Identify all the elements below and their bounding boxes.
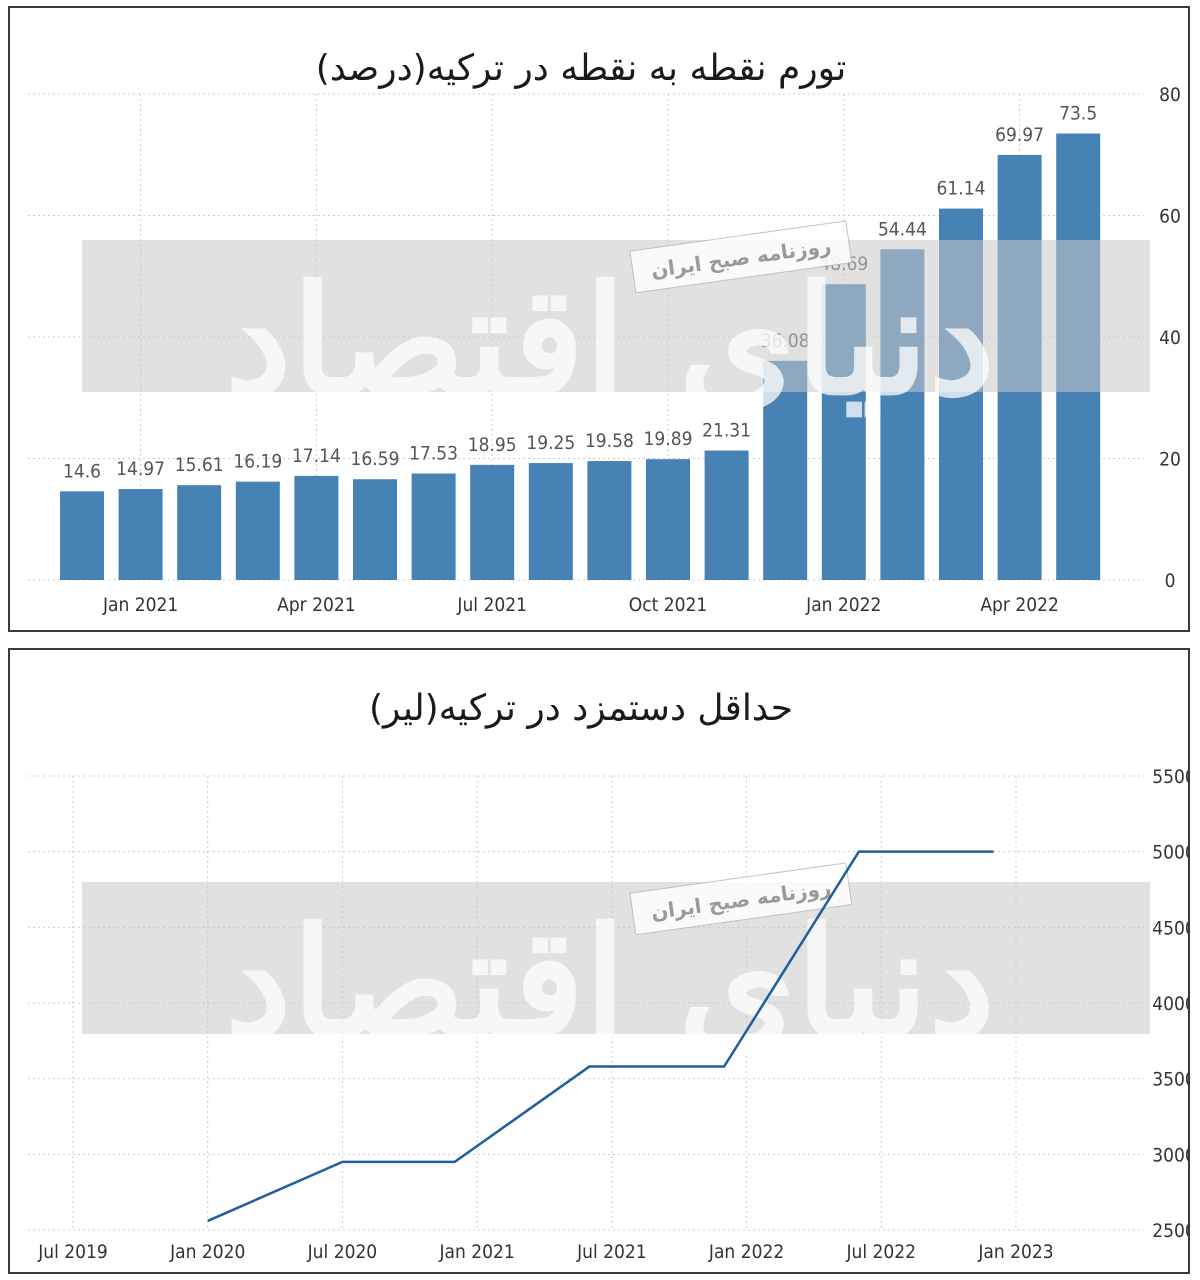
y-tick-label: 80: [1159, 84, 1181, 106]
x-tick-label: Apr 2021: [277, 594, 356, 616]
bar-value-label: 19.58: [585, 430, 634, 452]
bar-value-label: 17.14: [292, 445, 341, 467]
y-tick-label: 4000: [1152, 993, 1190, 1015]
bar-aug-2021: [528, 463, 573, 580]
x-tick-label: Jan 2020: [169, 1241, 245, 1263]
x-tick-label: Oct 2021: [629, 594, 707, 616]
bar-value-label: 61.14: [937, 178, 986, 200]
inflation-chart-title: تورم نقطه به نقطه در ترکیه(درصد): [315, 48, 847, 89]
x-tick-label: Jul 2021: [576, 1241, 647, 1263]
watermark-main-text: دنیای اقتصاد: [225, 253, 995, 429]
y-tick-label: 60: [1159, 206, 1181, 228]
bar-value-label: 19.25: [526, 432, 575, 454]
inflation-x-ticks: Jan 2021 Apr 2021 Jul 2021 Oct 2021 Jan 2022…: [102, 594, 1059, 616]
y-tick-label: 5500: [1152, 766, 1190, 788]
inflation-y-ticks: 0 20 40 60 80: [1159, 84, 1181, 592]
x-tick-label: Jul 2020: [307, 1241, 378, 1263]
bar-value-label: 69.97: [995, 124, 1044, 146]
bar-value-label: 54.44: [878, 218, 927, 240]
y-tick-label: 4500: [1152, 917, 1190, 939]
bar-value-label: 14.97: [116, 458, 165, 480]
x-tick-label: Jan 2022: [708, 1241, 784, 1263]
inflation-bar-chart: 14.6 14.97 15.61 16.19 17.14 16.59 17.53 18.95 1…: [28, 84, 1181, 616]
bar-dec-2020: [60, 491, 104, 580]
bar-value-label: 19.89: [644, 428, 693, 450]
bar-value-label: 14.6: [63, 460, 101, 482]
min-wage-y-ticks: 2500 3000 3500 4000 4500 5000 5500: [1152, 766, 1190, 1242]
y-tick-label: 5000: [1152, 842, 1190, 864]
bar-value-label: 17.53: [409, 443, 458, 465]
x-tick-label: Jan 2022: [805, 594, 881, 616]
bar-value-label: 16.19: [233, 451, 282, 473]
bar-value-label: 73.5: [1059, 102, 1097, 124]
x-tick-label: Jan 2023: [977, 1241, 1053, 1263]
bar-jan-2021: [118, 489, 163, 580]
min-wage-x-ticks: Jul 2019 Jan 2020 Jul 2020 Jan 2021 Jul 2021…: [37, 1241, 1053, 1263]
watermark-band: [82, 882, 1150, 1034]
bar-value-label: 18.95: [468, 434, 517, 456]
bar-jul-2021: [470, 464, 515, 580]
bar-value-label: 21.31: [702, 420, 751, 442]
min-wage-chart-panel: دنیای اقتصاد روزنامه صبح ایران Jul 2019 Ja…: [8, 648, 1190, 1274]
y-tick-label: 3500: [1152, 1069, 1190, 1091]
watermark-sub-box: [629, 862, 853, 936]
bar-value-label: 16.59: [351, 448, 400, 470]
y-tick-label: 2500: [1152, 1220, 1190, 1242]
bar-oct-2021: [646, 459, 690, 580]
bar-feb-2021: [177, 485, 222, 580]
bar-value-label: 15.61: [175, 454, 224, 476]
x-tick-label: Jul 2021: [456, 594, 527, 616]
y-tick-label: 0: [1165, 570, 1176, 592]
inflation-chart-panel: 14.6 14.97 15.61 16.19 17.14 16.59 17.53 18.95 1…: [8, 6, 1190, 632]
x-tick-label: Jan 2021: [102, 594, 178, 616]
y-tick-label: 3000: [1152, 1144, 1190, 1166]
bar-mar-2021: [235, 481, 280, 580]
min-wage-line: [207, 850, 994, 1223]
y-tick-label: 40: [1159, 327, 1181, 349]
bar-jun-2021: [411, 473, 456, 580]
x-tick-label: Jan 2021: [439, 1241, 515, 1263]
bar-apr-2021: [294, 475, 339, 580]
y-tick-label: 20: [1159, 449, 1181, 471]
x-tick-label: Jul 2019: [37, 1241, 108, 1263]
min-wage-chart-title: حداقل دستمزد در ترکیه(لیر): [368, 688, 794, 729]
watermark-band: [82, 240, 1150, 392]
x-tick-label: Apr 2022: [980, 594, 1059, 616]
watermark-main-text: دنیای اقتصاد: [225, 895, 995, 1071]
bar-may-2021: [353, 479, 397, 580]
bar-dec-2021: [763, 360, 808, 580]
bar-sep-2021: [587, 461, 632, 580]
watermark-sub-box: [629, 220, 853, 294]
x-tick-label: Jul 2022: [846, 1241, 917, 1263]
bar-nov-2021: [704, 450, 749, 580]
